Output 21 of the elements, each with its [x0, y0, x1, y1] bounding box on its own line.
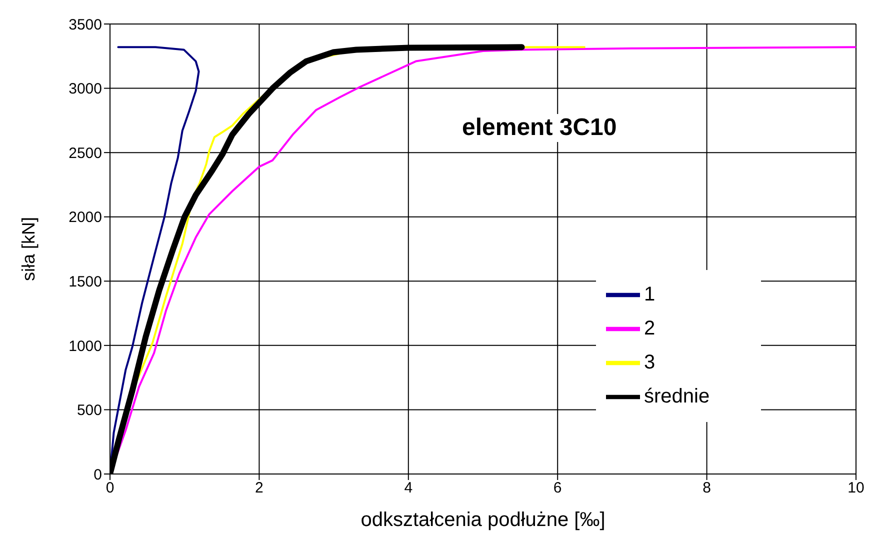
legend-label: średnie	[644, 385, 710, 408]
y-tick-label: 1000	[68, 338, 102, 355]
legend-label: 3	[644, 351, 656, 374]
x-tick-label: 0	[106, 480, 114, 497]
legend-label: 1	[644, 283, 656, 306]
legend-label: 2	[644, 317, 656, 340]
x-tick-label: 2	[255, 480, 264, 497]
annotation: element 3C10	[460, 114, 619, 142]
x-tick-label: 4	[404, 480, 413, 497]
y-tick-label: 3000	[68, 80, 102, 98]
y-tick-label: 3500	[68, 16, 102, 34]
x-tick-label: 6	[553, 480, 562, 497]
y-tick-label: 500	[76, 402, 102, 420]
y-tick-label: 2500	[68, 144, 102, 162]
x-tick-label: 8	[702, 480, 711, 497]
y-tick-label: 1500	[68, 273, 102, 290]
y-tick-label: 0	[94, 466, 102, 484]
y-tick-label: 2000	[68, 209, 102, 226]
x-tick-label: 10	[848, 480, 864, 497]
y-axis-title: siła [kN]	[18, 216, 38, 282]
x-axis-title: odkształcenia podłużne [‰]	[360, 509, 606, 531]
